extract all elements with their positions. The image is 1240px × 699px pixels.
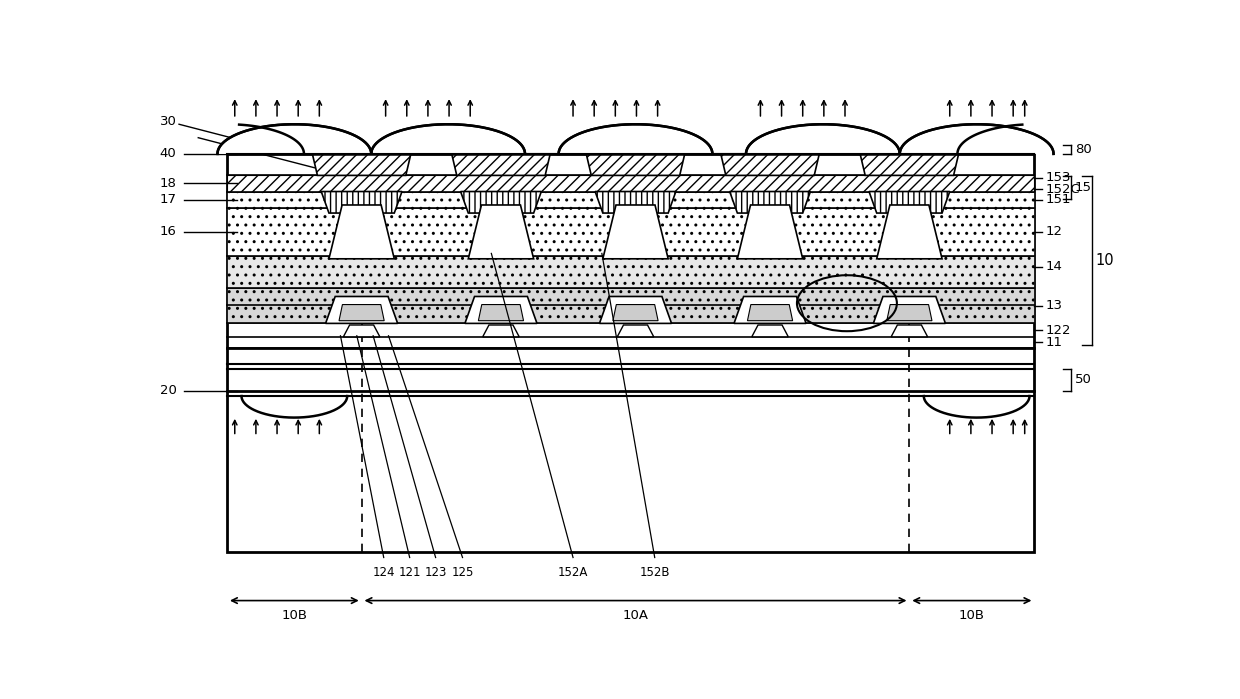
Polygon shape xyxy=(460,192,542,213)
Polygon shape xyxy=(321,192,402,213)
Bar xyxy=(227,175,1034,192)
Polygon shape xyxy=(729,192,811,213)
Polygon shape xyxy=(869,192,950,213)
Polygon shape xyxy=(371,124,525,154)
Polygon shape xyxy=(312,155,410,175)
Polygon shape xyxy=(451,155,551,175)
Text: 15: 15 xyxy=(1075,181,1091,194)
Text: 20: 20 xyxy=(160,384,176,397)
Text: 124: 124 xyxy=(372,565,396,579)
Polygon shape xyxy=(469,205,533,259)
Polygon shape xyxy=(339,305,384,321)
Text: 16: 16 xyxy=(160,225,176,238)
Polygon shape xyxy=(734,296,806,324)
Polygon shape xyxy=(746,124,900,154)
Text: 40: 40 xyxy=(160,147,176,160)
Polygon shape xyxy=(603,205,668,259)
Polygon shape xyxy=(587,155,684,175)
Text: 10A: 10A xyxy=(622,610,649,622)
Text: 12: 12 xyxy=(1045,225,1063,238)
Bar xyxy=(227,154,1034,552)
Polygon shape xyxy=(482,325,520,337)
Text: 30: 30 xyxy=(160,115,176,128)
Polygon shape xyxy=(326,296,398,324)
Text: 10: 10 xyxy=(1096,253,1115,268)
Polygon shape xyxy=(887,305,932,321)
Polygon shape xyxy=(873,296,945,324)
Polygon shape xyxy=(558,124,712,154)
Text: 13: 13 xyxy=(1045,299,1063,312)
Polygon shape xyxy=(751,325,789,337)
Polygon shape xyxy=(861,155,959,175)
Polygon shape xyxy=(738,205,802,259)
Bar xyxy=(227,289,1034,324)
Text: 50: 50 xyxy=(1075,373,1091,387)
Text: 10B: 10B xyxy=(281,610,308,622)
Polygon shape xyxy=(599,296,672,324)
Polygon shape xyxy=(595,192,676,213)
Text: 14: 14 xyxy=(1045,261,1063,273)
Text: 122: 122 xyxy=(1045,324,1071,337)
Text: 152B: 152B xyxy=(640,565,670,579)
Polygon shape xyxy=(479,305,523,321)
Text: 18: 18 xyxy=(160,177,176,190)
Bar xyxy=(227,208,1034,256)
Text: 152C: 152C xyxy=(1045,183,1080,196)
Polygon shape xyxy=(465,296,537,324)
Text: 11: 11 xyxy=(1045,336,1063,349)
Polygon shape xyxy=(720,155,820,175)
Polygon shape xyxy=(892,325,928,337)
Polygon shape xyxy=(217,124,371,154)
Text: 17: 17 xyxy=(160,193,177,206)
Polygon shape xyxy=(613,305,658,321)
Polygon shape xyxy=(900,124,1054,154)
Polygon shape xyxy=(343,325,379,337)
Polygon shape xyxy=(877,205,942,259)
Bar xyxy=(227,256,1034,289)
Text: 10B: 10B xyxy=(959,610,985,622)
Text: 152A: 152A xyxy=(558,565,588,579)
Polygon shape xyxy=(329,205,394,259)
Bar xyxy=(227,192,1034,208)
Polygon shape xyxy=(618,325,653,337)
Text: 151: 151 xyxy=(1045,193,1071,206)
Text: 123: 123 xyxy=(424,565,446,579)
Text: 80: 80 xyxy=(1075,143,1091,156)
Text: 121: 121 xyxy=(398,565,420,579)
Text: 125: 125 xyxy=(451,565,474,579)
Polygon shape xyxy=(748,305,792,321)
Text: 153: 153 xyxy=(1045,171,1071,184)
